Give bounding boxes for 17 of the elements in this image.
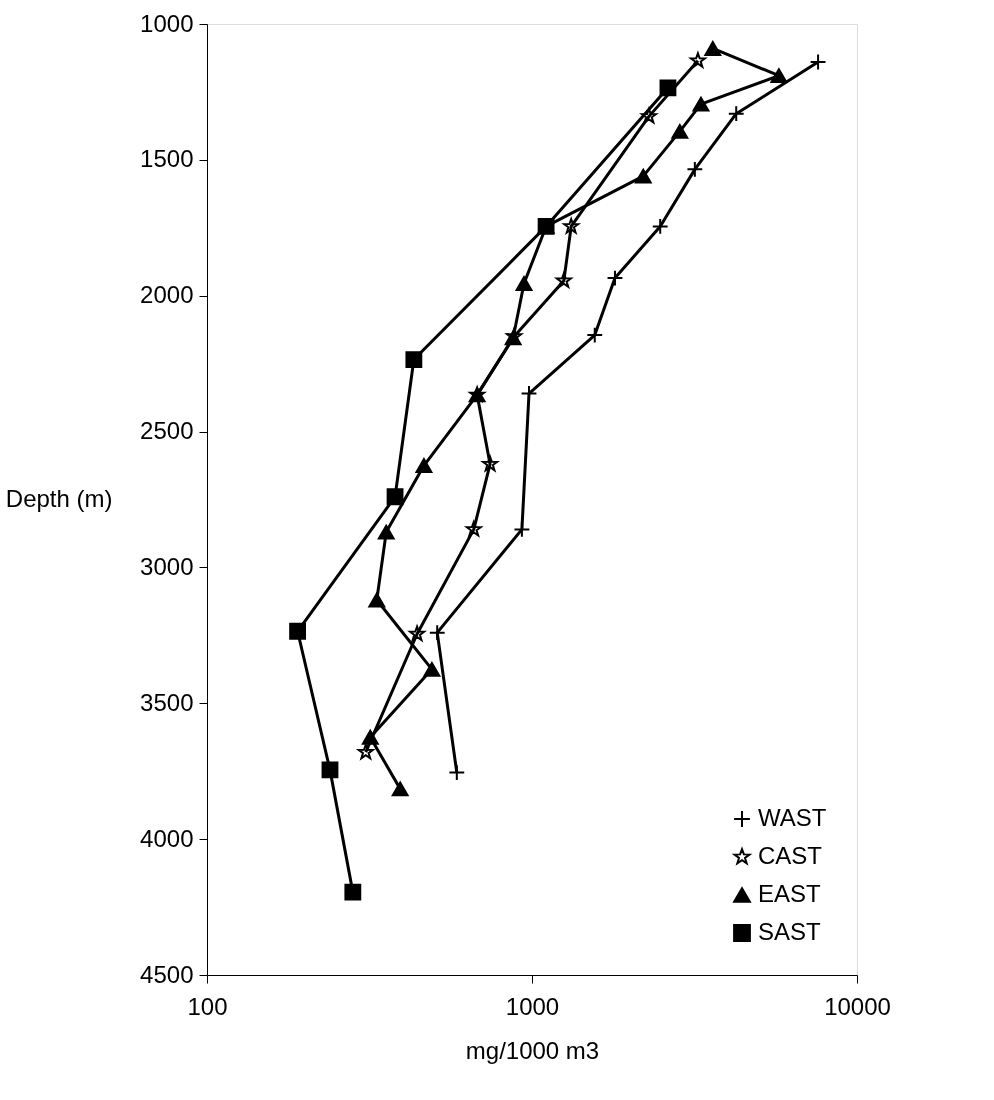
- y-tick-label: 2000: [140, 281, 194, 309]
- legend-label: CAST: [758, 842, 823, 869]
- x-tick-label: 100: [187, 992, 228, 1020]
- x-axis-title: mg/1000 m3: [465, 1036, 600, 1064]
- y-tick-label: 3000: [140, 552, 194, 580]
- legend-label: WAST: [758, 804, 827, 831]
- legend-label: EAST: [758, 880, 822, 907]
- y-tick-label: 4000: [140, 824, 194, 852]
- y-tick-label: 2500: [140, 417, 194, 445]
- y-tick-label: 1000: [140, 9, 194, 37]
- x-tick-label: 1000: [505, 992, 560, 1020]
- legend-label: SAST: [758, 918, 822, 945]
- x-tick-label: 10000: [824, 992, 891, 1020]
- y-tick-label: 3500: [140, 688, 194, 716]
- y-axis-title: Depth (m): [5, 485, 113, 512]
- y-tick-label: 4500: [140, 960, 194, 988]
- y-tick-label: 1500: [140, 145, 194, 173]
